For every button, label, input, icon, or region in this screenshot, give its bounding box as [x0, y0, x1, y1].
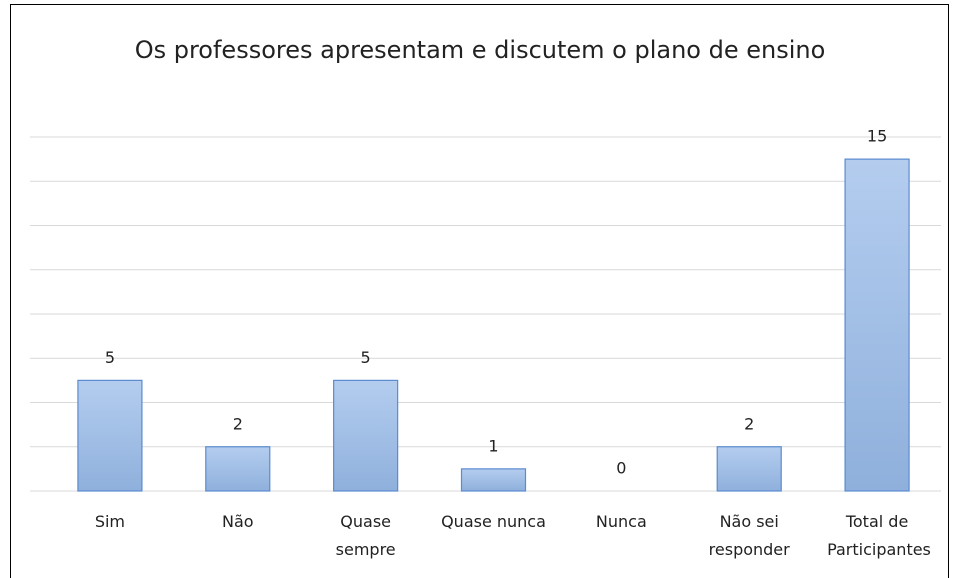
x-tick-label: Quase nunca — [441, 512, 546, 531]
x-tick-label: Quase sempre — [335, 512, 396, 559]
data-label: 5 — [105, 348, 115, 367]
bar — [716, 446, 782, 492]
x-tick-label: Nunca — [595, 512, 647, 531]
bar — [844, 158, 910, 492]
bar — [460, 468, 527, 492]
x-tick-label: Não sei responder — [708, 512, 790, 559]
bar — [333, 379, 399, 492]
x-tick-label: Não — [222, 512, 254, 531]
bar — [77, 379, 143, 492]
data-label: 0 — [616, 459, 626, 478]
data-label: 5 — [361, 348, 371, 367]
bar — [205, 446, 271, 492]
data-label: 2 — [233, 414, 243, 433]
data-label: 1 — [488, 436, 498, 455]
frame — [10, 4, 949, 578]
x-tick-label: Total de Participantes — [827, 512, 931, 559]
data-label: 2 — [744, 414, 754, 433]
x-tick-label: Sim — [94, 512, 126, 531]
data-label: 15 — [867, 127, 887, 146]
chart-title: Os professores apresentam e discutem o p… — [134, 36, 826, 64]
